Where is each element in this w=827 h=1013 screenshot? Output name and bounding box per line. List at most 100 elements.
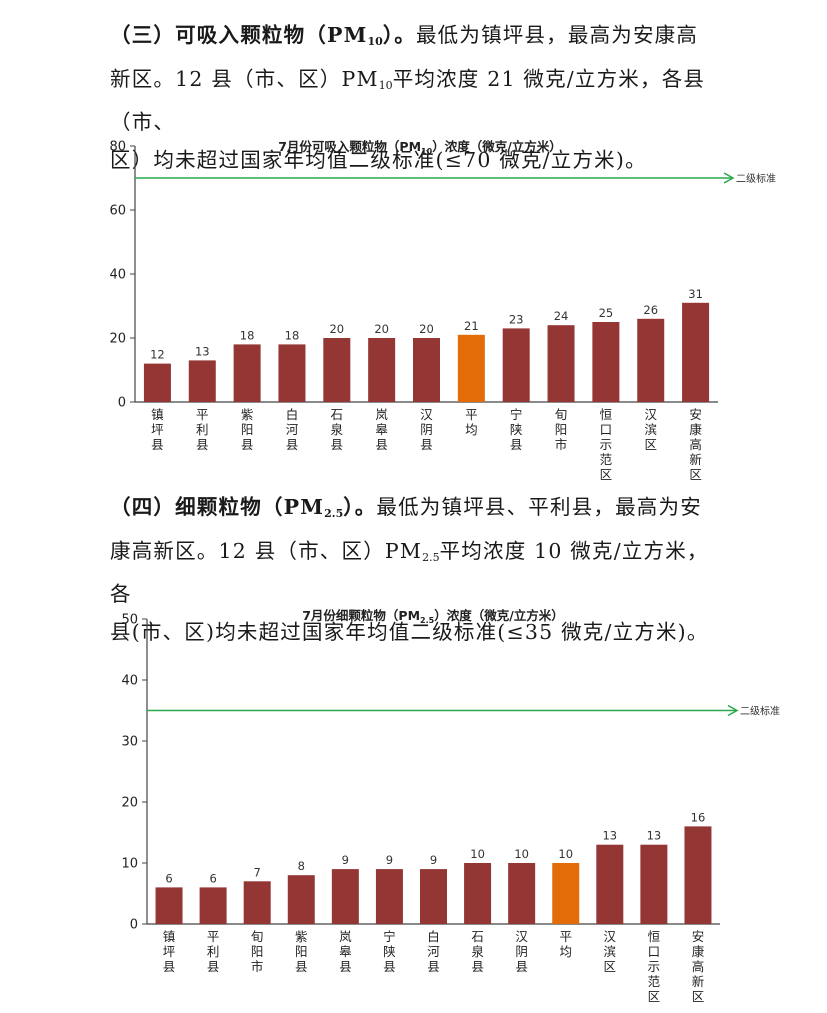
category-label: 均 — [559, 944, 572, 959]
y-tick-label: 20 — [109, 332, 126, 347]
category-label: 阳 — [241, 422, 254, 437]
bar — [637, 318, 665, 402]
category-label: 区 — [689, 467, 702, 482]
data-label: 12 — [150, 348, 165, 362]
data-label: 26 — [643, 303, 658, 317]
data-label: 13 — [195, 344, 210, 358]
data-label: 23 — [509, 312, 524, 326]
bar — [502, 328, 530, 402]
data-label: 10 — [514, 847, 529, 861]
paragraph-line: （三）可吸入颗粒物（PM10）。最低为镇坪县，最高为安康高 — [110, 17, 722, 61]
data-label: 16 — [691, 810, 706, 824]
bar — [682, 302, 710, 402]
data-label: 13 — [647, 829, 662, 843]
category-label: 县 — [383, 959, 396, 974]
paragraph-line: 县(市、区)均未超过国家年均值二级标准(≤35 微克/立方米)。 — [110, 619, 709, 644]
category-label: 安 — [692, 929, 705, 944]
section-heading: （三）可吸入颗粒物（PM10）。 — [110, 23, 416, 48]
category-label: 康 — [689, 422, 702, 437]
data-label: 13 — [602, 829, 617, 843]
category-label: 坪 — [151, 422, 164, 437]
category-label: 均 — [465, 422, 478, 437]
category-label: 口 — [600, 422, 613, 437]
bar — [547, 325, 575, 402]
category-label: 县 — [339, 959, 352, 974]
category-label: 范 — [648, 974, 661, 989]
category-label: 康 — [692, 944, 705, 959]
category-label: 县 — [471, 959, 484, 974]
data-label: 18 — [285, 328, 300, 342]
paragraph-line: （四）细颗粒物（PM2.5）。最低为镇坪县、平利县，最高为安 — [110, 489, 722, 533]
bar — [552, 863, 580, 924]
category-label: 县 — [151, 437, 164, 452]
category-label: 示 — [648, 959, 661, 974]
y-tick-label: 40 — [121, 674, 138, 689]
bar — [143, 363, 171, 402]
paragraph-text: 最低为镇坪县、平利县，最高为安 — [376, 495, 702, 519]
category-label: 石 — [331, 407, 344, 422]
data-label: 24 — [554, 309, 569, 323]
data-label: 21 — [464, 319, 479, 333]
bar — [640, 844, 668, 924]
category-label: 市 — [251, 959, 264, 974]
category-label: 恒 — [648, 929, 661, 944]
category-label: 河 — [427, 944, 440, 959]
category-label: 阳 — [251, 944, 264, 959]
data-label: 6 — [165, 871, 172, 885]
category-label: 汉 — [515, 929, 528, 944]
paragraph-line: 新区。12 县（市、区）PM10平均浓度 21 微克/立方米，各县（市、 — [110, 66, 706, 135]
category-label: 安 — [689, 407, 702, 422]
data-label: 9 — [430, 853, 437, 867]
category-label: 县 — [286, 437, 299, 452]
category-label: 白 — [427, 929, 440, 944]
bar — [278, 344, 306, 402]
category-label: 区 — [600, 467, 613, 482]
y-tick-label: 0 — [118, 396, 126, 411]
category-label: 岚 — [375, 407, 388, 422]
standard-line-label: 二级标准 — [736, 173, 776, 185]
category-label: 示 — [600, 437, 613, 452]
category-label: 紫 — [241, 407, 254, 422]
paragraph-text: 最低为镇坪县，最高为安康高 — [415, 23, 699, 47]
bar — [323, 338, 351, 402]
bar — [420, 869, 447, 924]
y-tick-label: 0 — [130, 918, 138, 933]
y-tick-label: 30 — [121, 735, 138, 750]
category-label: 平 — [559, 929, 572, 944]
category-label: 区 — [644, 437, 657, 452]
category-label: 陕 — [383, 944, 396, 959]
chart-title: 7月份可吸入颗粒物（PM10）浓度（微克/立方米） — [278, 139, 562, 156]
arrow-icon — [727, 704, 739, 717]
category-label: 平 — [196, 407, 209, 422]
category-label: 区 — [648, 989, 661, 1004]
category-label: 阴 — [420, 422, 433, 437]
category-label: 镇 — [151, 407, 164, 422]
bar — [233, 344, 261, 402]
category-label: 县 — [163, 959, 176, 974]
category-label: 河 — [286, 422, 299, 437]
y-tick-label: 50 — [121, 613, 138, 628]
category-label: 皋 — [375, 422, 388, 437]
data-label: 20 — [419, 322, 434, 336]
category-label: 岚 — [339, 929, 352, 944]
paragraph-line: 区）均未超过国家年均值二级标准(≤70 微克/立方米)。 — [110, 147, 647, 172]
y-tick-label: 80 — [109, 140, 126, 155]
category-label: 平 — [465, 407, 478, 422]
category-label: 区 — [604, 959, 617, 974]
category-label: 县 — [207, 959, 220, 974]
bar — [413, 338, 440, 402]
category-label: 新 — [692, 974, 705, 989]
chart-title: 7月份细颗粒物（PM2.5）浓度（微克/立方米） — [302, 608, 564, 625]
data-label: 25 — [599, 306, 614, 320]
data-label: 6 — [209, 871, 216, 885]
data-label: 9 — [386, 853, 393, 867]
data-label: 18 — [240, 328, 255, 342]
category-label: 市 — [555, 437, 568, 452]
paragraph-pm25: （四）细颗粒物（PM2.5）。最低为镇坪县、平利县，最高为安 康高新区。12 县… — [110, 489, 722, 651]
data-label: 10 — [470, 847, 485, 861]
y-tick-label: 10 — [121, 857, 138, 872]
data-label: 9 — [342, 853, 349, 867]
category-label: 滨 — [604, 944, 617, 959]
category-label: 陕 — [510, 422, 523, 437]
